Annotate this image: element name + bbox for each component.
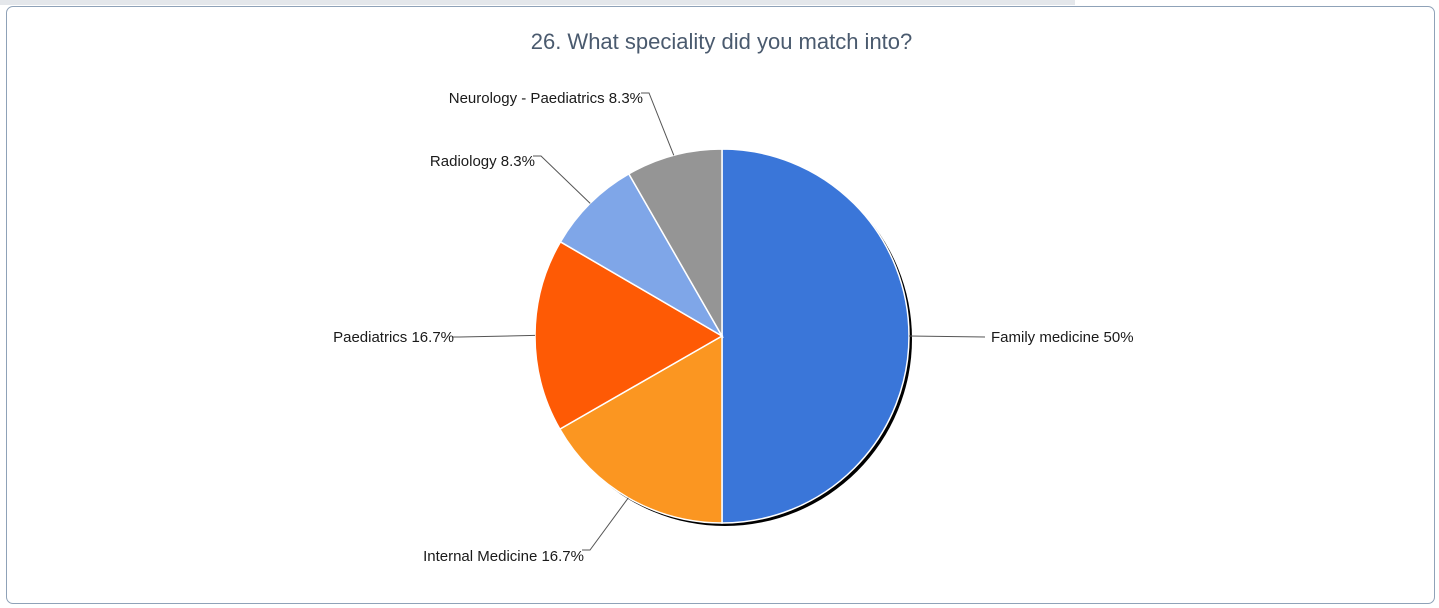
slice-label: Paediatrics 16.7% xyxy=(333,329,454,346)
leader-line xyxy=(533,155,591,204)
pie-slice-internal-medicine xyxy=(558,334,723,524)
leader-line xyxy=(908,335,986,338)
pie-slice-radiology xyxy=(559,172,725,339)
slice-label: Radiology 8.3% xyxy=(430,153,535,170)
top-bar xyxy=(0,0,1075,5)
slice-label: Internal Medicine 16.7% xyxy=(423,548,584,565)
slice-label: Neurology - Paediatrics 8.3% xyxy=(449,90,643,107)
leader-line xyxy=(452,334,536,338)
leader-line xyxy=(582,497,629,551)
slice-label: Family medicine 50% xyxy=(991,329,1134,346)
pie-slice-family-medicine xyxy=(721,148,910,524)
chart-title: 26. What speciality did you match into? xyxy=(530,29,913,54)
pie-slice-neurology-paediatrics xyxy=(627,148,723,339)
leader-line xyxy=(641,92,675,156)
